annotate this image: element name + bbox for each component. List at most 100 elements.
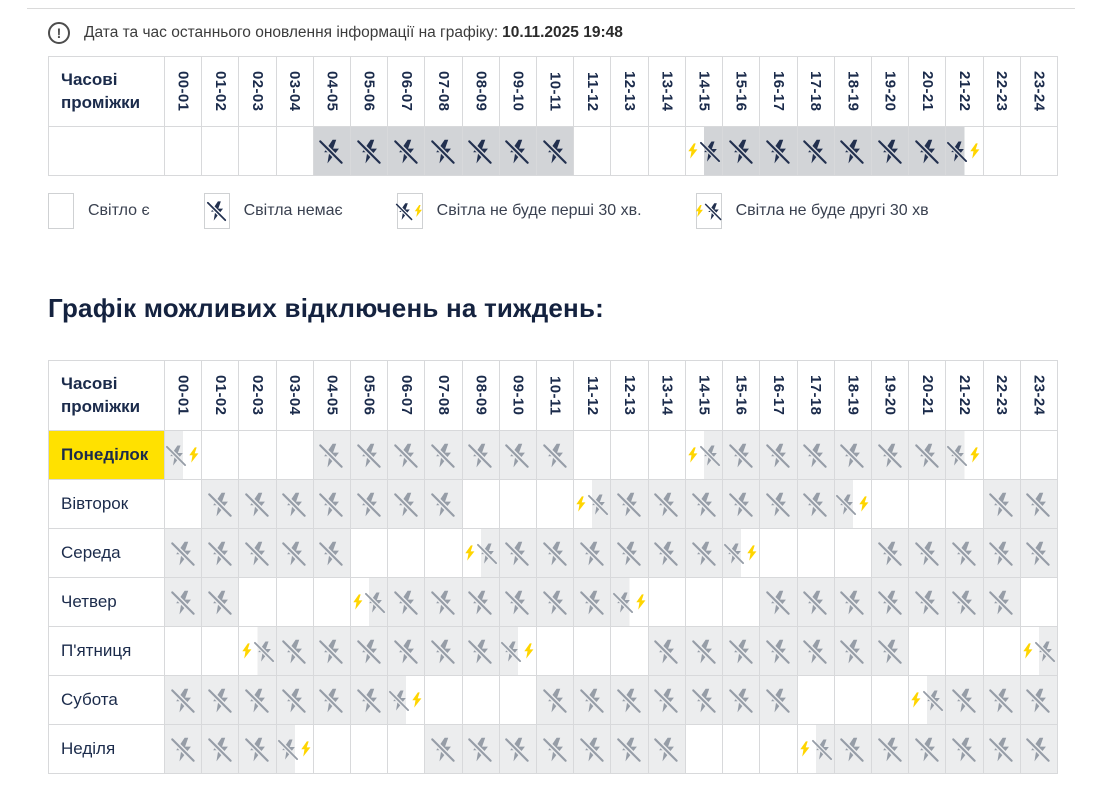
schedule-cell-off	[312, 627, 351, 675]
no-power-icon	[282, 639, 306, 664]
time-slot-header: 02-03	[238, 57, 276, 126]
schedule-cell-on	[610, 431, 648, 479]
schedule-cell-off	[238, 676, 276, 724]
no-power-icon	[282, 688, 306, 713]
legend-label: Світла немає	[243, 202, 343, 219]
no-power-icon	[766, 443, 790, 468]
schedule-cell-off	[908, 431, 946, 479]
no-power-icon	[542, 443, 567, 468]
schedule-cell-on	[164, 480, 202, 528]
day-label-cell	[49, 127, 164, 175]
time-slot-header: 06-07	[387, 57, 425, 126]
no-power-icon	[612, 591, 633, 613]
time-slot-header: 19-20	[870, 361, 909, 430]
no-power-icon	[811, 738, 832, 760]
time-slot-header: 07-08	[424, 361, 462, 430]
half-hour-power-icon	[688, 447, 698, 463]
no-power-icon	[1026, 541, 1051, 566]
page: ! Дата та час останнього оновлення інфор…	[0, 8, 1102, 774]
schedule-cell-off	[350, 676, 388, 724]
schedule-cell-s30	[908, 676, 946, 724]
no-power-first-30-icon	[612, 591, 648, 614]
no-power-icon	[319, 443, 344, 468]
no-power-icon	[468, 639, 492, 664]
time-slot-header: 13-14	[647, 57, 685, 126]
time-slot-header: 03-04	[275, 57, 313, 126]
no-power-icon	[989, 590, 1013, 615]
schedule-cell-off	[238, 725, 276, 773]
no-power-icon	[766, 139, 790, 164]
schedule-cell-on	[275, 431, 313, 479]
time-header-corner: Часові проміжки	[49, 57, 164, 126]
schedule-cell-s30	[461, 529, 499, 577]
schedule-cell-off	[610, 529, 648, 577]
schedule-cell-off	[498, 431, 537, 479]
schedule-cell-on	[201, 431, 239, 479]
schedule-cell-off	[387, 578, 425, 626]
legend-item: Світло є	[48, 193, 150, 229]
no-power-icon	[989, 492, 1013, 517]
schedule-cell-on	[424, 529, 462, 577]
schedule-cell-off	[164, 676, 202, 724]
schedule-cell-off	[945, 578, 983, 626]
schedule-cell-off	[833, 127, 871, 175]
schedule-cell-off	[461, 627, 499, 675]
schedule-cell-f30	[945, 127, 983, 175]
schedule-cell-off	[684, 627, 723, 675]
no-power-icon	[766, 688, 790, 713]
time-slot-header: 18-19	[833, 361, 871, 430]
schedule-cell-on	[573, 431, 611, 479]
schedule-cell-off	[684, 480, 723, 528]
no-power-icon	[282, 492, 306, 517]
schedule-cell-off	[833, 431, 871, 479]
no-power-icon	[468, 443, 492, 468]
half-hour-power-icon	[1023, 643, 1033, 659]
schedule-cell-off	[498, 529, 537, 577]
schedule-cell-f30	[610, 578, 648, 626]
no-power-icon	[580, 590, 604, 615]
no-power-second-30-icon	[686, 140, 722, 163]
schedule-cell-s30	[350, 578, 388, 626]
schedule-cell-off	[201, 529, 239, 577]
schedule-cell-on	[238, 127, 276, 175]
schedule-cell-off	[796, 627, 834, 675]
schedule-cell-on	[759, 725, 797, 773]
schedule-cell-s30	[573, 480, 611, 528]
schedule-cell-off	[387, 127, 425, 175]
schedule-cell-off	[201, 480, 239, 528]
half-hour-power-icon	[415, 205, 423, 217]
schedule-cell-off	[870, 627, 909, 675]
day-label-cell: Понеділок	[49, 431, 164, 479]
half-hour-power-icon	[353, 594, 363, 610]
time-slot-header: 02-03	[238, 361, 276, 430]
schedule-cell-on	[722, 725, 760, 773]
no-power-icon	[542, 139, 567, 164]
schedule-cell-on	[908, 480, 946, 528]
legend-swatch-s30	[695, 193, 722, 229]
no-power-icon	[691, 541, 716, 566]
schedule-cell-off	[796, 480, 834, 528]
no-power-icon	[356, 443, 381, 468]
schedule-cell-off	[647, 676, 685, 724]
no-power-first-30-icon	[500, 640, 536, 663]
schedule-cell-off	[424, 725, 462, 773]
half-hour-power-icon	[799, 741, 810, 757]
schedule-cell-off	[945, 529, 983, 577]
time-slot-header: 00-01	[164, 361, 202, 430]
no-power-icon	[728, 139, 753, 164]
time-slot-header: 17-18	[796, 57, 834, 126]
schedule-cell-off	[350, 431, 388, 479]
no-power-icon	[500, 640, 522, 662]
no-power-icon	[319, 541, 344, 566]
half-hour-power-icon	[635, 594, 646, 610]
time-slot-header: 09-10	[498, 57, 537, 126]
time-slot-header: 00-01	[164, 57, 202, 126]
no-power-icon	[245, 688, 269, 713]
schedule-cell-f30	[164, 431, 202, 479]
schedule-cell-off	[722, 627, 760, 675]
info-exclamation-icon: !	[48, 22, 70, 44]
schedule-cell-off	[796, 578, 834, 626]
schedule-cell-off	[647, 480, 685, 528]
no-power-icon	[877, 541, 902, 566]
schedule-cell-s30	[796, 725, 834, 773]
